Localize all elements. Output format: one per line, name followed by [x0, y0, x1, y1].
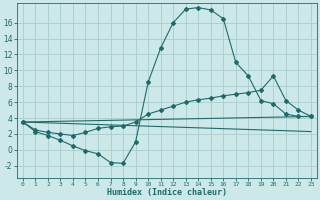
X-axis label: Humidex (Indice chaleur): Humidex (Indice chaleur): [107, 188, 227, 197]
